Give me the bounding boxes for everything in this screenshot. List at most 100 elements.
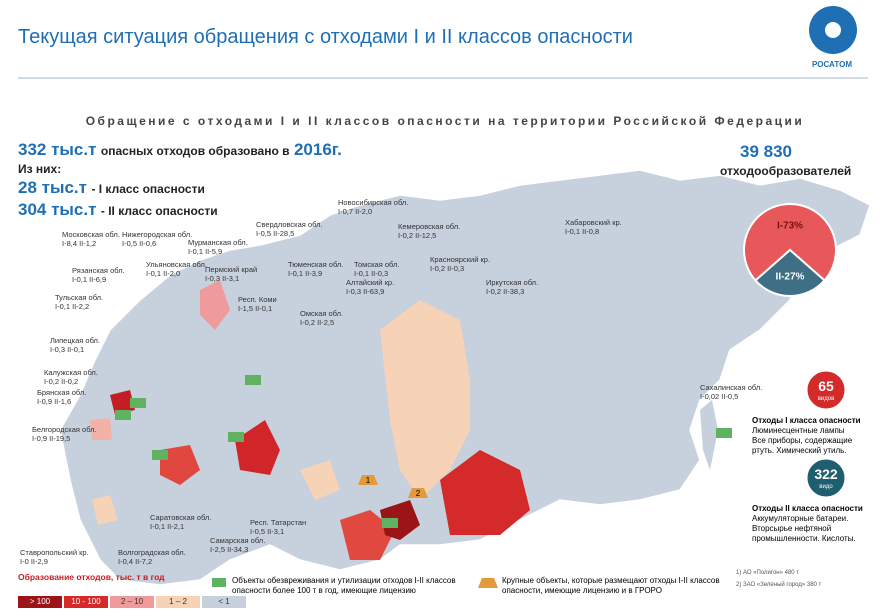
pie-chart: I-73% II-27% bbox=[743, 203, 837, 297]
region-values: I-0,3 II-0,1 bbox=[50, 345, 85, 354]
region-values: I-0,5 II-0,6 bbox=[122, 239, 157, 248]
pie-slice bbox=[743, 203, 837, 282]
region-label: Тюменская обл. I-0,1 II-3,9 bbox=[288, 260, 343, 278]
facility-icon bbox=[228, 432, 244, 442]
legend-title: Образование отходов, тыс. т в год bbox=[18, 572, 165, 582]
region-label: Калужская обл. I-0,2 II-0,2 bbox=[44, 368, 98, 386]
stat-text: опасных отходов образовано в bbox=[100, 144, 290, 158]
region-values: I-0,2 II-12,5 bbox=[398, 231, 437, 240]
stat-class1: 28 тыс.т - I класс опасности bbox=[18, 178, 205, 198]
stat-value: 304 тыс.т bbox=[18, 200, 97, 219]
footnote: 2) ЗАО «Зеленый город» 380 т bbox=[736, 582, 822, 588]
legend-swatch: > 100 bbox=[18, 596, 62, 608]
badge-class2 bbox=[804, 456, 848, 500]
region-label: Брянская обл. I-0,9 II-1,6 bbox=[37, 388, 86, 406]
sakhalin bbox=[700, 400, 718, 470]
region-name: Пермский край bbox=[205, 265, 258, 274]
region-name: Респ. Коми bbox=[238, 295, 277, 304]
pie-label: I-73% bbox=[777, 221, 803, 232]
region-values: I-0,2 II-0,2 bbox=[44, 377, 79, 386]
region-values: I-0 II-2,9 bbox=[20, 557, 48, 566]
footnote: 1) АО «Полигон» 480 т bbox=[736, 570, 800, 576]
region-name: Иркутская обл. bbox=[486, 278, 539, 287]
region-name: Красноярский кр. bbox=[430, 255, 491, 264]
region-label: Сахалинская обл. I-0,02 II-0,5 bbox=[700, 383, 762, 401]
badge-unit: видо bbox=[819, 484, 833, 490]
logo-core bbox=[825, 22, 841, 38]
legend-swatch: < 1 bbox=[202, 596, 246, 608]
stat-year: 2016г. bbox=[293, 140, 342, 159]
region-name: Томская обл. bbox=[354, 260, 400, 269]
region-label: Красноярский кр. I-0,2 II-0,3 bbox=[430, 255, 490, 273]
legend-swatch: 10 - 100 bbox=[64, 596, 108, 608]
producers-label: отходообразователей bbox=[720, 164, 852, 178]
kemerovo-region bbox=[380, 500, 420, 540]
region-values: I-0,5 II-3,1 bbox=[250, 527, 285, 536]
facility-icon bbox=[152, 450, 168, 460]
region-label: Иркутская обл. I-0,2 II-38,3 bbox=[486, 278, 538, 296]
region-values: I-0,1 II-6,9 bbox=[72, 275, 107, 284]
region-values: I-0,1 II-0,8 bbox=[565, 227, 600, 236]
site-number: 1 bbox=[366, 476, 371, 485]
region-values: I-0,9 II-19,5 bbox=[32, 434, 71, 443]
region-values: I-0,2 II-0,3 bbox=[430, 264, 465, 273]
pie-label: II-27% bbox=[776, 271, 805, 282]
region-label: Кемеровская обл. I-0,2 II-12,5 bbox=[398, 222, 460, 240]
class2-text: Аккумуляторные батареи. Вторсырье нефтян… bbox=[752, 514, 856, 543]
legend-swatch: 2 – 10 bbox=[110, 596, 154, 608]
region-values: I-0,1 II-0,3 bbox=[354, 269, 389, 278]
facility-icon bbox=[716, 428, 732, 438]
legend-sites: Крупные объекты, которые размещают отход… bbox=[502, 576, 720, 595]
facility-icon bbox=[382, 518, 398, 528]
badge-unit: видов bbox=[817, 396, 835, 402]
region-name: Новосибирская обл. bbox=[338, 198, 409, 207]
region-label: Хабаровский кр. I-0,1 II-0,8 bbox=[565, 218, 622, 236]
altai-region bbox=[340, 510, 395, 560]
region-name: Свердловская обл. bbox=[256, 220, 323, 229]
region-name: Московская обл. bbox=[62, 230, 120, 239]
region-values: I-0,1 II-2,0 bbox=[146, 269, 181, 278]
badge-number: 322 bbox=[814, 466, 838, 482]
class1-text: Люминесцентные лампы Все приборы, содерж… bbox=[752, 426, 853, 455]
region-label: Томская обл. I-0,1 II-0,3 bbox=[354, 260, 399, 278]
region-name: Нижегородская обл. bbox=[122, 230, 193, 239]
region-label: Респ. Татарстан I-0,5 II-3,1 bbox=[250, 518, 306, 536]
region-name: Омская обл. bbox=[300, 309, 344, 318]
region-values: I-0,1 II-2,1 bbox=[150, 522, 185, 531]
region-values: I-0,1 II-3,9 bbox=[288, 269, 323, 278]
region-values: I-0,3 II-63,9 bbox=[346, 287, 385, 296]
class1-title: Отходы I класса опасности bbox=[752, 416, 861, 425]
facility-icon bbox=[115, 410, 131, 420]
waste-facility-icons bbox=[115, 375, 732, 587]
region-label: Мурманская обл. I-0,1 II-5,9 bbox=[188, 238, 248, 256]
murmansk-region bbox=[200, 280, 230, 330]
stat-value: 332 тыс.т bbox=[18, 140, 97, 159]
legend-facilities: Объекты обезвреживания и утилизации отхо… bbox=[232, 576, 456, 595]
pie-slice bbox=[754, 248, 826, 297]
site-number: 2 bbox=[416, 489, 421, 498]
region-label: Респ. Коми I-1,5 II-0,1 bbox=[238, 295, 277, 313]
region-label: Алтайский кр. I-0,3 II-63,9 bbox=[346, 278, 394, 296]
region-label: Омская обл. I-0,2 II-2,5 bbox=[300, 309, 343, 327]
region-name: Брянская обл. bbox=[37, 388, 87, 397]
region-label: Белгородская обл. I-0,9 II-19,5 bbox=[32, 425, 97, 443]
region-name: Белгородская обл. bbox=[32, 425, 97, 434]
tyumen-region bbox=[300, 460, 340, 500]
region-name: Волгоградская обл. bbox=[118, 548, 186, 557]
region-name: Кемеровская обл. bbox=[398, 222, 461, 231]
page-title: Текущая ситуация обращения с отходами I … bbox=[18, 26, 633, 48]
region-values: I-0,4 II-7,2 bbox=[118, 557, 153, 566]
region-values: I-2,5 II-34,3 bbox=[210, 545, 249, 554]
region-values: I-1,5 II-0,1 bbox=[238, 304, 273, 313]
region-label: Ставропольский кр. I-0 II-2,9 bbox=[20, 548, 89, 566]
region-label: Рязанская обл. I-0,1 II-6,9 bbox=[72, 266, 125, 284]
region-label: Московская обл. I-8,4 II-1,2 bbox=[62, 230, 120, 248]
stat-value: 28 тыс.т bbox=[18, 178, 87, 197]
stat-total: 332 тыс.т опасных отходов образовано в 2… bbox=[18, 140, 342, 160]
legend-facility-icon bbox=[212, 578, 226, 587]
region-values: I-0,2 II-2,5 bbox=[300, 318, 335, 327]
region-name: Респ. Татарстан bbox=[250, 518, 307, 527]
region-name: Мурманская обл. bbox=[188, 238, 248, 247]
samara-region bbox=[160, 445, 200, 485]
